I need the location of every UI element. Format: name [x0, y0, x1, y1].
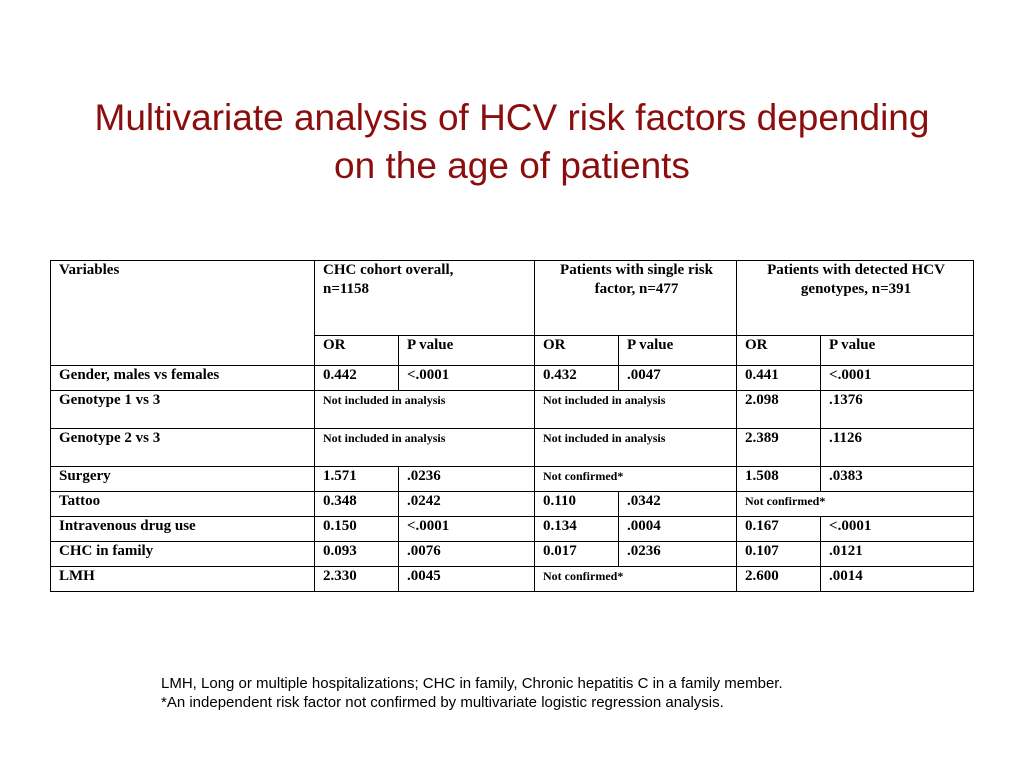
row-label: CHC in family	[50, 541, 315, 567]
subheader-or: OR	[314, 335, 399, 366]
cell-note: Not confirmed*	[534, 466, 738, 492]
subheader-p-value: P value	[397, 335, 536, 366]
row-label: Genotype 2 vs 3	[50, 428, 315, 467]
cell-p-value: <.0001	[397, 365, 536, 391]
cell-p-value: .1126	[820, 428, 975, 467]
table-row: Gender, males vs females 0.442 <.0001 0.…	[50, 365, 975, 391]
subheader-p-value: P value	[618, 335, 738, 366]
table-row: Genotype 2 vs 3 Not included in analysis…	[50, 428, 975, 467]
cell-or: 1.571	[314, 466, 399, 492]
cell-or: 0.107	[736, 541, 822, 567]
subheader-or: OR	[534, 335, 620, 366]
cell-note: Not included in analysis	[313, 390, 536, 429]
cell-p-value: .0045	[397, 566, 536, 592]
cell-or: 2.389	[736, 428, 822, 467]
cell-note: Not included in analysis	[313, 428, 536, 467]
header-chc-cohort-line2: n=1158	[323, 281, 370, 297]
cell-p-value: .0014	[820, 566, 975, 592]
header-detected-genotypes-line2: genotypes, n=391	[800, 281, 912, 297]
subheader-row: OR P value OR P value OR P value	[51, 335, 975, 366]
row-label: Surgery	[50, 466, 315, 492]
cell-p-value: .0383	[820, 466, 975, 492]
footnote-not-confirmed: *An independent risk factor not confirme…	[161, 694, 724, 711]
cell-p-value: .0236	[618, 541, 738, 567]
cell-p-value: <.0001	[820, 516, 975, 542]
cell-or: 0.150	[314, 516, 399, 542]
table-row: CHC in family 0.093 .0076 0.017 .0236 0.…	[50, 541, 975, 567]
row-label: Gender, males vs females	[50, 365, 315, 391]
title-line-2: on the age of patients	[334, 145, 690, 186]
row-label: Genotype 1 vs 3	[50, 390, 315, 429]
cell-or: 0.167	[736, 516, 822, 542]
cell-p-value: .0242	[397, 491, 536, 517]
cell-p-value: .1376	[820, 390, 975, 429]
header-chc-cohort: CHC cohort overall, n=1158	[313, 260, 536, 336]
subheader-or: OR	[736, 335, 822, 366]
header-chc-cohort-line1: CHC cohort overall,	[323, 262, 454, 278]
cell-or: 1.508	[736, 466, 822, 492]
header-single-risk-line1: Patients with single risk	[560, 262, 713, 278]
cell-p-value: .0047	[618, 365, 738, 391]
table-row: Surgery 1.571 .0236 Not confirmed* 1.508…	[50, 466, 975, 492]
table-row: LMH 2.330 .0045 Not confirmed* 2.600 .00…	[50, 566, 975, 592]
footnote-abbreviations: LMH, Long or multiple hospitalizations; …	[161, 675, 783, 692]
cell-note: Not confirmed*	[736, 491, 975, 517]
cell-or: 2.098	[736, 390, 822, 429]
table-row: Tattoo 0.348 .0242 0.110 .0342 Not confi…	[50, 491, 975, 517]
cell-p-value: .0236	[397, 466, 536, 492]
cell-p-value: .0121	[820, 541, 975, 567]
footnotes: LMH, Long or multiple hospitalizations; …	[161, 674, 783, 712]
title-line-1: Multivariate analysis of HCV risk factor…	[94, 97, 930, 138]
cell-p-value: <.0001	[397, 516, 536, 542]
cell-or: 0.110	[534, 491, 620, 517]
table-row: Genotype 1 vs 3 Not included in analysis…	[50, 390, 975, 429]
row-label: LMH	[50, 566, 315, 592]
header-row: Variables CHC cohort overall, n=1158 Pat…	[50, 260, 975, 366]
cell-or: 0.442	[314, 365, 399, 391]
header-variables: Variables	[50, 260, 315, 366]
cell-or: 0.017	[534, 541, 620, 567]
cell-note: Not confirmed*	[534, 566, 738, 592]
cell-or: 0.441	[736, 365, 822, 391]
cell-or: 0.093	[314, 541, 399, 567]
cell-or: 0.432	[534, 365, 620, 391]
slide-title: Multivariate analysis of HCV risk factor…	[40, 94, 984, 190]
cell-p-value: <.0001	[820, 365, 975, 391]
header-single-risk: Patients with single risk factor, n=477	[534, 260, 738, 336]
cell-note: Not included in analysis	[534, 428, 738, 467]
table-row: Intravenous drug use 0.150 <.0001 0.134 …	[50, 516, 975, 542]
row-label: Intravenous drug use	[50, 516, 315, 542]
cell-p-value: .0342	[618, 491, 738, 517]
subheader-p-value: P value	[820, 335, 975, 366]
header-detected-genotypes-line1: Patients with detected HCV	[767, 262, 945, 278]
cell-or: 2.600	[736, 566, 822, 592]
cell-or: 2.330	[314, 566, 399, 592]
header-single-risk-line2: factor, n=477	[594, 281, 679, 297]
cell-note: Not included in analysis	[534, 390, 738, 429]
cell-or: 0.348	[314, 491, 399, 517]
cell-p-value: .0004	[618, 516, 738, 542]
risk-factor-table: Variables CHC cohort overall, n=1158 Pat…	[50, 260, 975, 592]
row-label: Tattoo	[50, 491, 315, 517]
cell-or: 0.134	[534, 516, 620, 542]
cell-p-value: .0076	[397, 541, 536, 567]
header-detected-genotypes: Patients with detected HCV genotypes, n=…	[736, 260, 975, 336]
